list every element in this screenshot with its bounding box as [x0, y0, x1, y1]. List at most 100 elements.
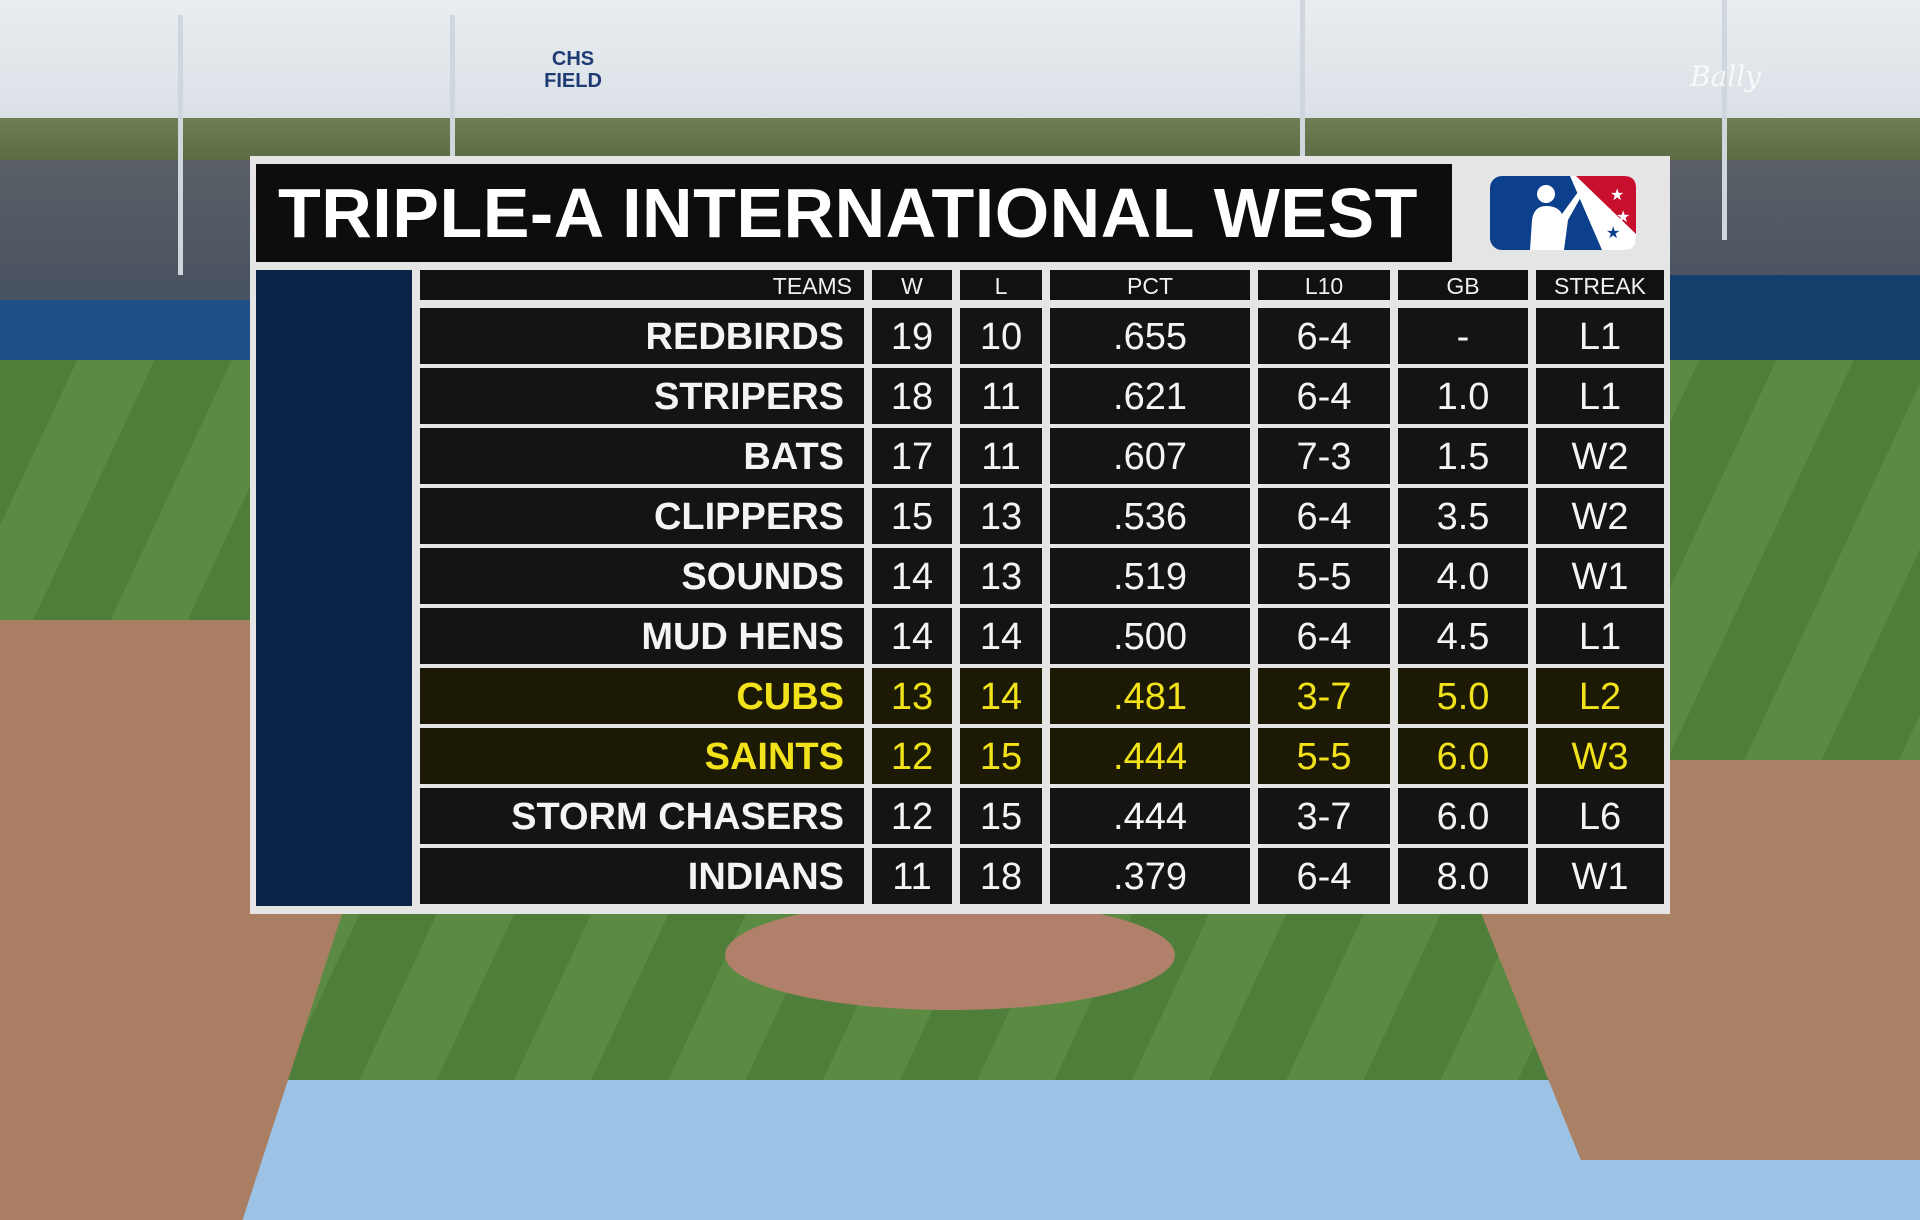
table-row: MUD HENS 14 14.500 6-4 4.5 L1 [420, 608, 1664, 664]
table-row: CUBS 13 14.481 3-7 5.0 L2 [420, 668, 1664, 724]
last-ten-cell: 6-4 [1258, 608, 1390, 664]
standings-title: TRIPLE-A INTERNATIONAL WEST [278, 174, 1418, 252]
games-back-cell: 8.0 [1398, 848, 1528, 904]
wins-cell: 15 [872, 488, 952, 544]
last-ten-cell: 6-4 [1258, 368, 1390, 424]
table-row: CLIPPERS 15 13.536 6-4 3.5 W2 [420, 488, 1664, 544]
outfield-wall-right [1660, 275, 1920, 370]
losses-cell: 18 [960, 848, 1042, 904]
team-name-cell: CLIPPERS [420, 488, 864, 544]
streak-cell: W2 [1536, 428, 1664, 484]
last-ten-cell: 7-3 [1258, 428, 1390, 484]
last-ten-cell: 6-4 [1258, 488, 1390, 544]
column-header-teams: TEAMS [420, 270, 864, 300]
games-back-cell: 5.0 [1398, 668, 1528, 724]
table-row: STRIPERS 18 11.621 6-4 1.0 L1 [420, 368, 1664, 424]
losses-cell: 11 [960, 368, 1042, 424]
streak-cell: L1 [1536, 308, 1664, 364]
games-back-cell: 4.0 [1398, 548, 1528, 604]
wins-cell: 14 [872, 608, 952, 664]
column-header-l: L [960, 270, 1042, 300]
streak-cell: L6 [1536, 788, 1664, 844]
games-back-cell: 6.0 [1398, 788, 1528, 844]
title-bar: TRIPLE-A INTERNATIONAL WEST [256, 164, 1452, 262]
streak-cell: W3 [1536, 728, 1664, 784]
standings-panel: TRIPLE-A INTERNATIONAL WEST ★ ★ ★ ★ TEAM… [250, 156, 1670, 914]
pct-cell: .444 [1050, 728, 1250, 784]
games-back-cell: 6.0 [1398, 728, 1528, 784]
losses-cell: 15 [960, 728, 1042, 784]
table-row: STORM CHASERS 12 15.444 3-7 6.0 L6 [420, 788, 1664, 844]
side-accent-bar [256, 270, 412, 906]
wins-cell: 18 [872, 368, 952, 424]
team-name-cell: BATS [420, 428, 864, 484]
team-name-cell: SOUNDS [420, 548, 864, 604]
table-row: INDIANS 11 18.379 6-4 8.0 W1 [420, 848, 1664, 904]
last-ten-cell: 6-4 [1258, 308, 1390, 364]
outfield-wall-left [0, 300, 260, 370]
last-ten-cell: 3-7 [1258, 788, 1390, 844]
light-pole [178, 15, 183, 275]
svg-text:★: ★ [1598, 201, 1612, 220]
streak-cell: L1 [1536, 608, 1664, 664]
streak-cell: W2 [1536, 488, 1664, 544]
streak-cell: W1 [1536, 548, 1664, 604]
league-logo-box: ★ ★ ★ ★ [1460, 164, 1664, 262]
wins-cell: 13 [872, 668, 952, 724]
pct-cell: .500 [1050, 608, 1250, 664]
games-back-cell: 1.0 [1398, 368, 1528, 424]
wins-cell: 17 [872, 428, 952, 484]
team-name-cell: CUBS [420, 668, 864, 724]
pct-cell: .607 [1050, 428, 1250, 484]
table-row: SOUNDS 14 13.519 5-5 4.0 W1 [420, 548, 1664, 604]
losses-cell: 10 [960, 308, 1042, 364]
column-header-streak: STREAK [1536, 270, 1664, 300]
team-name-cell: STORM CHASERS [420, 788, 864, 844]
streak-cell: W1 [1536, 848, 1664, 904]
column-header-pct: PCT [1050, 270, 1250, 300]
pct-cell: .621 [1050, 368, 1250, 424]
pitchers-mound [725, 900, 1175, 1010]
wins-cell: 11 [872, 848, 952, 904]
column-header-gb: GB [1398, 270, 1528, 300]
last-ten-cell: 6-4 [1258, 848, 1390, 904]
streak-cell: L1 [1536, 368, 1664, 424]
wins-cell: 12 [872, 788, 952, 844]
svg-text:★: ★ [1616, 207, 1630, 226]
light-pole [450, 15, 455, 165]
team-name-cell: REDBIRDS [420, 308, 864, 364]
losses-cell: 11 [960, 428, 1042, 484]
last-ten-cell: 3-7 [1258, 668, 1390, 724]
wins-cell: 12 [872, 728, 952, 784]
pct-cell: .444 [1050, 788, 1250, 844]
light-pole [1722, 0, 1727, 240]
pct-cell: .655 [1050, 308, 1250, 364]
team-name-cell: MUD HENS [420, 608, 864, 664]
pct-cell: .379 [1050, 848, 1250, 904]
team-name-cell: SAINTS [420, 728, 864, 784]
column-header-l10: L10 [1258, 270, 1390, 300]
pct-cell: .481 [1050, 668, 1250, 724]
svg-text:★: ★ [1610, 185, 1624, 204]
team-name-cell: STRIPERS [420, 368, 864, 424]
losses-cell: 14 [960, 668, 1042, 724]
losses-cell: 15 [960, 788, 1042, 844]
wins-cell: 14 [872, 548, 952, 604]
last-ten-cell: 5-5 [1258, 728, 1390, 784]
table-row: REDBIRDS 19 10.655 6-4- L1 [420, 308, 1664, 364]
pct-cell: .536 [1050, 488, 1250, 544]
network-watermark: Bally [1690, 60, 1761, 93]
team-name-cell: INDIANS [420, 848, 864, 904]
column-header-w: W [872, 270, 952, 300]
pct-cell: .519 [1050, 548, 1250, 604]
milb-batter-stars-logo-icon: ★ ★ ★ ★ [1490, 176, 1636, 250]
wins-cell: 19 [872, 308, 952, 364]
table-row: SAINTS 12 15.444 5-5 6.0 W3 [420, 728, 1664, 784]
games-back-cell: 4.5 [1398, 608, 1528, 664]
losses-cell: 13 [960, 548, 1042, 604]
losses-cell: 14 [960, 608, 1042, 664]
field-sign: CHS FIELD [544, 48, 602, 92]
light-pole [1300, 0, 1305, 160]
streak-cell: L2 [1536, 668, 1664, 724]
last-ten-cell: 5-5 [1258, 548, 1390, 604]
